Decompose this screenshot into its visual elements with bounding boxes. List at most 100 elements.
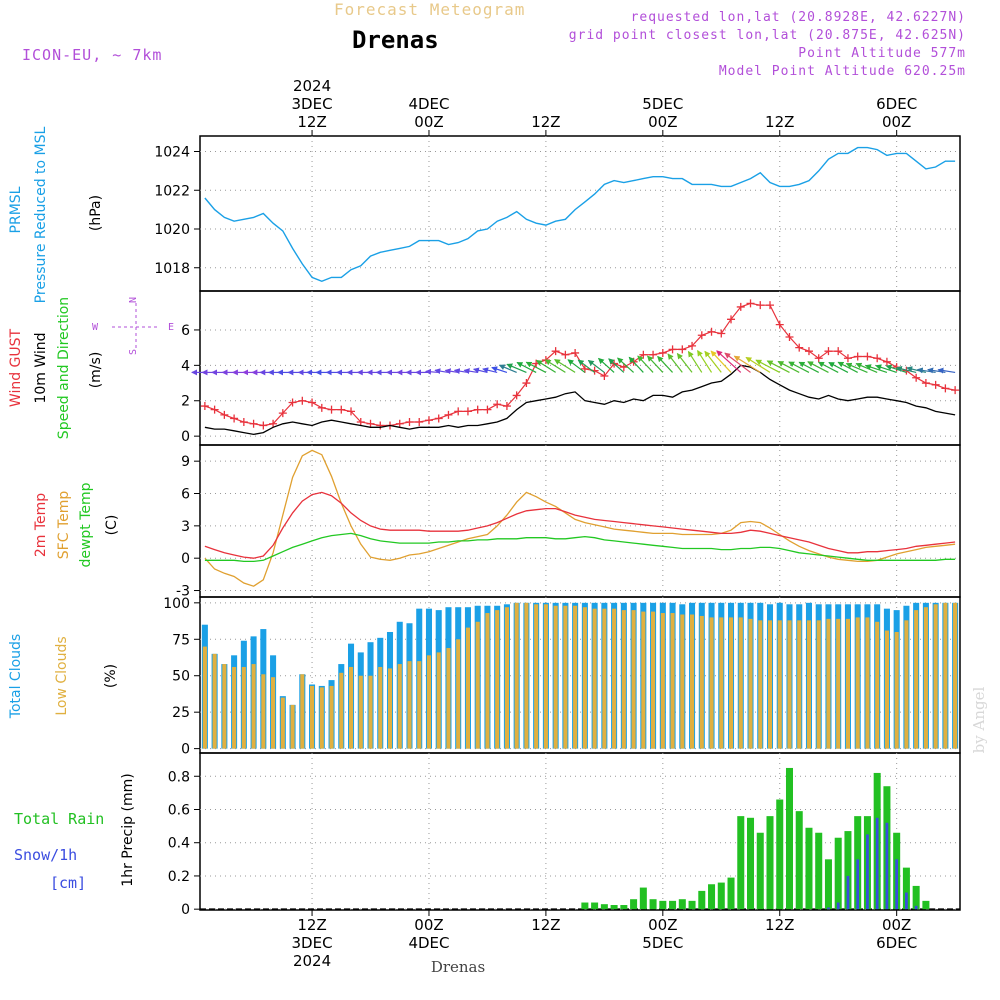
gust-marker <box>259 421 268 430</box>
precip-ytick-label-1: 0.2 <box>168 869 190 885</box>
wind-direction-arrow <box>676 352 693 373</box>
temperature-ytick-label-2: 3 <box>181 519 190 535</box>
gust-marker <box>434 414 443 423</box>
snow-bar <box>836 902 840 910</box>
snow-bar <box>827 907 830 910</box>
cloud-low-bar <box>543 604 548 749</box>
gust-marker <box>951 386 960 395</box>
top-time-label-4-0: 12Z <box>765 113 794 131</box>
top-time-label-2-0: 12Z <box>531 113 560 131</box>
gust-marker <box>444 410 453 419</box>
cloud-low-bar <box>417 661 422 749</box>
cloud-low-bar <box>914 610 919 749</box>
gust-marker <box>356 417 365 426</box>
cloud-low-bar <box>222 664 227 749</box>
cloud-low-bar <box>709 617 714 749</box>
cloud-low-bar <box>563 605 568 749</box>
bottom-time-label-5-1: 6DEC <box>876 934 917 952</box>
bottom-time-label-0-1: 3DEC <box>292 934 333 952</box>
gust-marker <box>639 350 648 359</box>
pressure-ytick-label-1: 1020 <box>154 222 190 238</box>
temp-2m-line <box>204 491 956 559</box>
gust-marker <box>853 352 862 361</box>
cloud-low-bar <box>495 610 500 749</box>
gust-marker <box>424 416 433 425</box>
gust-marker <box>678 345 687 354</box>
cloud-low-bar <box>485 613 490 749</box>
gust-marker <box>717 329 726 338</box>
gust-marker <box>551 347 560 356</box>
wind-direction-arrow <box>617 357 634 373</box>
rain-bar <box>620 905 628 910</box>
gust-marker <box>580 364 589 373</box>
gust-marker <box>746 299 755 308</box>
cloud-low-bar <box>845 618 850 749</box>
cloud-low-bar <box>651 611 656 749</box>
rain-bar <box>815 832 823 910</box>
wind-direction-arrow <box>937 367 956 374</box>
wind-direction-arrow <box>657 355 674 373</box>
rain-bar <box>756 832 764 910</box>
rain-bar <box>912 885 920 910</box>
cloud-low-bar <box>943 602 948 749</box>
precip-ytick-label-0: 0 <box>181 902 190 918</box>
wind-direction-arrow <box>628 356 644 373</box>
wind-direction-arrow <box>667 353 683 373</box>
compass-east: E <box>168 322 174 333</box>
gust-marker <box>931 380 940 389</box>
wind-ytick-label-1: 2 <box>181 394 190 410</box>
top-time-label-3-1: 00Z <box>648 113 677 131</box>
gust-marker <box>736 302 745 311</box>
cloud-low-bar <box>621 610 626 749</box>
gust-marker <box>707 327 716 336</box>
gust-marker <box>766 301 774 310</box>
wind-direction-arrow <box>798 361 819 373</box>
wind-direction-arrow <box>506 363 527 373</box>
wind-ytick-label-3: 6 <box>181 323 190 339</box>
precip-ytick-label-3: 0.6 <box>168 802 190 818</box>
cloud-low-bar <box>212 653 217 749</box>
gust-marker <box>600 371 609 380</box>
gust-marker <box>502 402 511 411</box>
gust-marker <box>697 331 706 340</box>
bottom-time-label-1-1: 4DEC <box>408 934 449 952</box>
cloud-low-bar <box>660 613 665 749</box>
cloud-low-bar <box>767 620 773 749</box>
cloud-low-bar <box>319 687 324 749</box>
cloud-low-bar <box>738 617 743 749</box>
cloud-low-bar <box>953 602 958 749</box>
cloud-unit-label: (%) <box>103 664 119 688</box>
gust-marker <box>756 301 765 310</box>
cloud-low-bar <box>348 666 354 749</box>
footer-location: Drenas <box>431 958 485 976</box>
cloud-low-bar <box>358 675 363 749</box>
wind-direction-arrow <box>647 355 664 373</box>
gust-marker <box>775 320 784 329</box>
precip-ytick-label-2: 0.4 <box>168 836 190 852</box>
compass-north: N <box>128 297 139 303</box>
cloud-low-bar <box>826 618 831 749</box>
gust-marker <box>804 347 813 356</box>
rain-bar <box>824 859 832 910</box>
wind-direction-arrow <box>608 358 625 373</box>
gust-marker <box>668 345 677 354</box>
cloud-low-bar <box>787 620 792 749</box>
cloud-low-bar <box>300 674 305 749</box>
cloud-low-bar <box>680 614 685 749</box>
cloud-low-bar <box>426 655 432 749</box>
cloud-low-bar <box>475 621 480 749</box>
cloud-low-bar <box>456 639 461 749</box>
gust-marker <box>512 391 521 400</box>
meteogram-subtitle: Forecast Meteogram <box>334 0 526 19</box>
wind-direction-arrow <box>704 350 722 373</box>
precip-snow-label: Snow/1h <box>14 846 77 864</box>
wind-direction-arrow <box>777 360 800 373</box>
wind-10m-label: 10m Wind <box>33 332 49 403</box>
rain-bar <box>717 882 725 910</box>
rain-bar <box>776 799 784 910</box>
gust-marker <box>912 373 921 382</box>
bottom-time-label-0-2: 2024 <box>293 952 331 970</box>
gust-marker <box>941 384 950 393</box>
rain-bar <box>747 817 755 910</box>
cloud-low-bar <box>884 630 889 749</box>
